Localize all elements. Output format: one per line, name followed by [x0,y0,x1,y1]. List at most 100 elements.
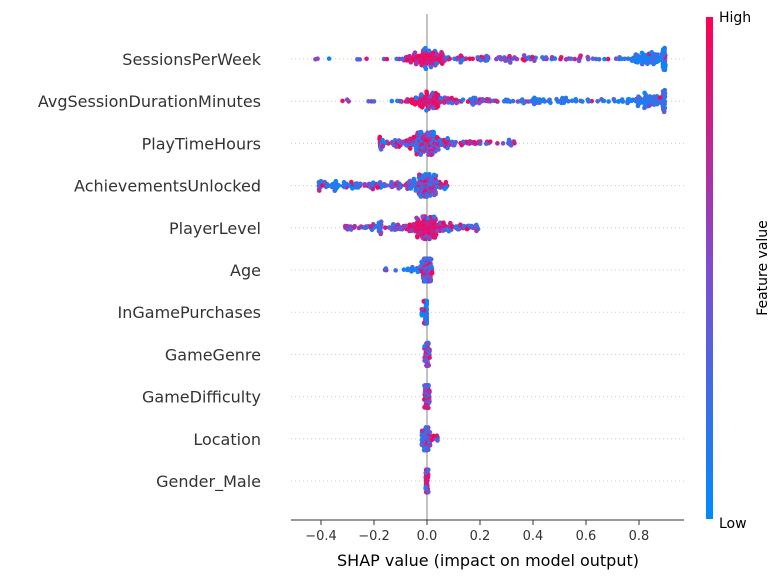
shap-point [421,134,426,140]
shap-point [328,183,334,189]
shap-point [568,56,574,62]
shap-point [409,228,415,234]
shap-point [447,56,452,62]
shap-point [380,137,385,143]
shap-point [467,56,473,62]
shap-point [366,181,372,187]
shap-point [460,97,466,102]
shap-point [425,363,431,368]
x-tick-label: −0.2 [358,529,390,544]
shap-point [395,222,401,228]
shap-point [625,100,630,106]
shap-point [421,149,427,154]
shap-point [503,97,509,103]
shap-point [438,137,443,143]
shap-point [414,215,419,221]
shap-point [431,129,436,135]
shap-point [414,95,419,101]
shap-point [637,95,643,101]
shap-point [358,224,364,229]
shap-point [414,60,420,65]
x-axis-title: SHAP value (impact on model output) [337,551,639,570]
shap-point [412,102,418,107]
shap-point [461,223,467,229]
shap-point [470,102,476,107]
shap-point [410,264,415,270]
shap-point [442,95,448,100]
shap-point [427,256,433,261]
shap-point [424,108,429,113]
shap-point [531,101,537,107]
shap-point [431,214,437,220]
shap-point [463,56,469,61]
shap-point [436,147,441,152]
shap-point [438,95,444,101]
shap-point [487,139,493,144]
shap-point [419,312,425,318]
shap-point [418,264,423,269]
shap-point [429,270,435,276]
shap-point [554,96,559,102]
shap-point [507,99,513,104]
shap-point [418,152,423,158]
shap-point [472,139,477,145]
shap-point [425,130,430,135]
shap-point [465,99,471,104]
shap-point [340,98,345,104]
shap-point [660,47,666,52]
shap-point [647,94,653,99]
shap-point [434,105,440,110]
shap-point [399,99,404,104]
x-tick-label: 0.6 [576,529,597,544]
shap-point [394,56,399,62]
shap-point [389,98,395,104]
shap-point [370,180,376,185]
shap-point [532,58,537,64]
shap-point [476,100,482,106]
shap-point [661,67,667,73]
shap-point [408,146,413,151]
shap-point [375,185,380,190]
shap-point [661,109,667,115]
shap-point [395,180,400,185]
shap-point [435,438,440,443]
shap-point [569,98,575,104]
shap-point [500,141,506,146]
shap-point [416,53,421,59]
shap-point [408,186,414,191]
shap-point [382,225,388,230]
shap-point [512,55,517,60]
shap-point [589,98,595,104]
shap-point [651,94,657,99]
shap-point [503,58,508,63]
shap-point [656,57,662,63]
shap-point [434,51,440,57]
shap-point [658,100,663,106]
shap-point [432,192,437,198]
shap-point [425,216,430,221]
shap-point [484,57,490,63]
shap-point [411,134,417,140]
shap-point [326,56,332,61]
shap-point [432,235,438,240]
shap-point [521,58,527,63]
shap-point [641,55,647,60]
shap-point [507,60,513,65]
shap-point [635,103,641,109]
shap-point [342,223,348,229]
shap-point [422,102,427,107]
shap-point [419,442,425,448]
shap-point [422,405,427,410]
shap-point [434,179,440,185]
shap-point [390,222,396,227]
shap-point [471,95,476,101]
shap-point [370,186,376,192]
colorbar: High Low Feature value [706,10,771,532]
shap-point [430,105,436,111]
shap-point [641,97,647,102]
shap-point [399,139,405,145]
shap-point [427,399,432,404]
shap-point [602,56,607,62]
shap-point [474,228,479,234]
